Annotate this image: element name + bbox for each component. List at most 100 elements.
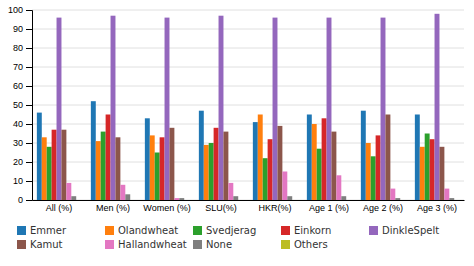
- bar: [111, 16, 116, 200]
- y-tick: 70: [13, 62, 32, 72]
- x-axis: All (%)Men (%)Women (%)SLU(%)HKR(%)Age 1…: [33, 201, 465, 214]
- y-tick: 90: [13, 24, 32, 34]
- y-tick-mark: [26, 162, 32, 163]
- bar: [125, 194, 130, 200]
- y-tick-label: 10: [13, 176, 23, 186]
- legend-swatch: [17, 240, 26, 249]
- bar: [381, 18, 386, 200]
- bar: [61, 130, 66, 200]
- bar: [282, 172, 287, 201]
- x-tick-label: SLU(%): [205, 203, 237, 213]
- bar: [169, 128, 174, 200]
- bar-series: [37, 101, 420, 200]
- y-axis: 0102030405060708090100: [8, 5, 33, 205]
- x-tick: SLU(%): [205, 203, 237, 213]
- bar: [312, 124, 317, 200]
- bar: [376, 135, 381, 200]
- grid-line: [32, 10, 464, 11]
- y-tick-mark: [26, 200, 32, 201]
- bar: [204, 145, 209, 200]
- bar: [444, 189, 449, 200]
- grid-line: [32, 105, 464, 106]
- bar: [174, 198, 179, 200]
- bar: [96, 141, 101, 200]
- bar-series: [71, 194, 454, 200]
- bar: [165, 18, 170, 200]
- bar: [219, 16, 224, 200]
- y-tick-mark: [26, 105, 32, 106]
- bar: [268, 139, 273, 200]
- legend-label: Einkorn: [294, 225, 331, 236]
- bar: [57, 18, 62, 200]
- bar: [160, 137, 165, 200]
- legend-swatch: [105, 240, 114, 249]
- bar: [435, 14, 440, 200]
- y-tick-mark: [26, 10, 32, 11]
- bar-series: [52, 115, 435, 201]
- x-tick: All (%): [46, 203, 73, 213]
- legend-item: Kamut: [17, 239, 63, 250]
- x-axis-line: [33, 200, 465, 201]
- legend-label: DinkleSpelt: [382, 225, 439, 236]
- y-tick-label: 20: [13, 157, 23, 167]
- grid-line: [32, 48, 464, 49]
- legend-swatch: [105, 226, 114, 235]
- y-tick-mark: [26, 48, 32, 49]
- y-tick-label: 30: [13, 138, 23, 148]
- legend-swatch: [193, 240, 202, 249]
- bar: [454, 200, 459, 201]
- bar: [155, 153, 160, 201]
- y-tick-mark: [26, 67, 32, 68]
- bar: [233, 196, 238, 200]
- bar: [341, 196, 346, 200]
- legend-item: Svedjerag: [193, 225, 256, 236]
- x-tick: Men (%): [96, 203, 130, 213]
- bar: [42, 137, 47, 200]
- chart: 0102030405060708090100All (%)Men (%)Wome…: [0, 0, 474, 266]
- bar: [199, 111, 204, 200]
- bar: [47, 147, 52, 200]
- legend-swatch: [281, 226, 290, 235]
- bar: [361, 111, 366, 200]
- bar: [263, 158, 268, 200]
- bar: [430, 139, 435, 200]
- bar: [76, 200, 81, 201]
- bar: [277, 126, 282, 200]
- bar: [120, 185, 125, 200]
- bar: [253, 122, 258, 200]
- legend-swatch: [281, 240, 290, 249]
- bar: [258, 115, 263, 201]
- bar: [223, 132, 228, 200]
- x-tick-label: All (%): [46, 203, 73, 213]
- y-tick-label: 0: [18, 195, 23, 205]
- y-tick: 0: [18, 195, 32, 205]
- bar: [209, 143, 214, 200]
- bar: [317, 149, 322, 200]
- legend-swatch: [369, 226, 378, 235]
- bar: [415, 115, 420, 201]
- y-tick-label: 40: [13, 119, 23, 129]
- bar: [439, 147, 444, 200]
- plot: 0102030405060708090100All (%)Men (%)Wome…: [8, 5, 465, 213]
- bar: [150, 135, 155, 200]
- y-tick-label: 60: [13, 81, 23, 91]
- legend-item: Others: [281, 239, 328, 250]
- y-tick: 60: [13, 81, 32, 91]
- bar-series: [47, 132, 430, 200]
- grid-line: [32, 86, 464, 87]
- x-tick-label: Men (%): [96, 203, 130, 213]
- bar: [395, 198, 400, 200]
- legend-item: Hallandwheat: [105, 239, 187, 250]
- bar: [37, 113, 42, 200]
- y-tick-label: 90: [13, 24, 23, 34]
- bar: [390, 189, 395, 200]
- bar: [66, 183, 71, 200]
- bar: [115, 137, 120, 200]
- grid-line: [32, 124, 464, 125]
- y-axis-line: [26, 11, 33, 201]
- bar: [292, 200, 297, 201]
- y-tick-mark: [26, 181, 32, 182]
- bar: [336, 175, 341, 200]
- bar-series: [42, 115, 425, 201]
- bar-series: [61, 115, 444, 201]
